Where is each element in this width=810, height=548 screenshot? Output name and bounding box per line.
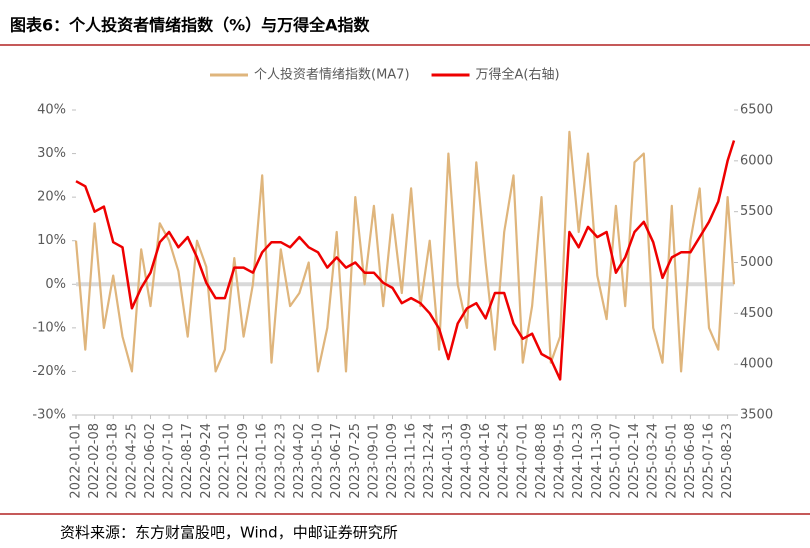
y-tick-label: 40% bbox=[37, 103, 66, 118]
x-tick-label: 2022-01-01 bbox=[69, 423, 84, 499]
x-tick-label: 2023-02-23 bbox=[273, 423, 288, 499]
x-tick-label: 2023-11-16 bbox=[404, 423, 419, 499]
y-tick-label: 30% bbox=[37, 146, 66, 161]
x-tick-label: 2024-03-09 bbox=[459, 423, 474, 499]
source-note: 资料来源：东方财富股吧，Wind，中邮证券研究所 bbox=[60, 524, 398, 542]
x-tick-label: 2022-03-18 bbox=[106, 423, 121, 499]
x-tick-label: 2023-07-25 bbox=[348, 423, 363, 499]
y-tick-label: -20% bbox=[32, 364, 66, 379]
y2-tick-label: 3500 bbox=[740, 408, 773, 423]
chart-title: 图表6：个人投资者情绪指数（%）与万得全A指数 bbox=[10, 16, 371, 35]
x-tick-label: 2023-10-09 bbox=[385, 423, 400, 499]
x-tick-label: 2025-03-24 bbox=[646, 423, 661, 499]
y-tick-label: -30% bbox=[32, 408, 66, 423]
x-tick-label: 2022-02-08 bbox=[87, 423, 102, 499]
y2-tick-label: 4000 bbox=[740, 357, 773, 372]
x-tick-label: 2025-05-01 bbox=[664, 423, 679, 499]
x-tick-label: 2025-07-16 bbox=[702, 423, 717, 499]
legend-label: 个人投资者情绪指数(MA7) bbox=[254, 67, 410, 83]
x-tick-label: 2023-09-01 bbox=[366, 423, 381, 499]
x-tick-label: 2022-11-01 bbox=[217, 423, 232, 499]
y2-tick-label: 5000 bbox=[740, 255, 773, 270]
x-tick-label: 2025-06-08 bbox=[683, 423, 698, 499]
x-tick-label: 2022-12-09 bbox=[236, 423, 251, 499]
x-tick-label: 2024-07-01 bbox=[515, 423, 530, 499]
y-tick-label: 20% bbox=[37, 190, 66, 205]
x-tick-label: 2022-08-17 bbox=[180, 423, 195, 499]
x-tick-label: 2023-01-16 bbox=[255, 423, 270, 499]
y-tick-label: -10% bbox=[32, 320, 66, 335]
x-tick-label: 2024-09-15 bbox=[553, 423, 568, 499]
x-tick-label: 2023-12-24 bbox=[422, 423, 437, 499]
x-tick-label: 2024-01-31 bbox=[441, 423, 456, 499]
x-tick-label: 2023-05-10 bbox=[311, 423, 326, 499]
x-tick-label: 2025-01-07 bbox=[608, 423, 623, 499]
y2-tick-label: 5500 bbox=[740, 204, 773, 219]
x-tick-label: 2025-08-23 bbox=[720, 423, 735, 499]
x-tick-label: 2023-06-17 bbox=[329, 423, 344, 499]
x-tick-label: 2022-09-24 bbox=[199, 423, 214, 499]
x-tick-label: 2024-11-30 bbox=[590, 423, 605, 499]
y2-tick-label: 6000 bbox=[740, 153, 773, 168]
x-tick-label: 2024-05-24 bbox=[497, 423, 512, 499]
x-tick-label: 2023-04-02 bbox=[292, 423, 307, 499]
x-tick-label: 2022-04-25 bbox=[124, 423, 139, 499]
x-tick-label: 2024-10-23 bbox=[571, 423, 586, 499]
y-tick-label: 0% bbox=[45, 277, 66, 292]
series-line bbox=[75, 140, 736, 381]
legend-label: 万得全A(右轴) bbox=[476, 67, 560, 83]
y-tick-label: 10% bbox=[37, 233, 66, 248]
series-line bbox=[74, 130, 736, 373]
x-tick-label: 2022-07-10 bbox=[162, 423, 177, 499]
y2-tick-label: 4500 bbox=[740, 306, 773, 321]
x-tick-label: 2025-02-14 bbox=[627, 423, 642, 499]
x-tick-label: 2024-08-08 bbox=[534, 423, 549, 499]
x-tick-label: 2022-06-02 bbox=[143, 423, 158, 499]
y2-tick-label: 6500 bbox=[740, 103, 773, 118]
x-tick-label: 2024-04-16 bbox=[478, 423, 493, 499]
